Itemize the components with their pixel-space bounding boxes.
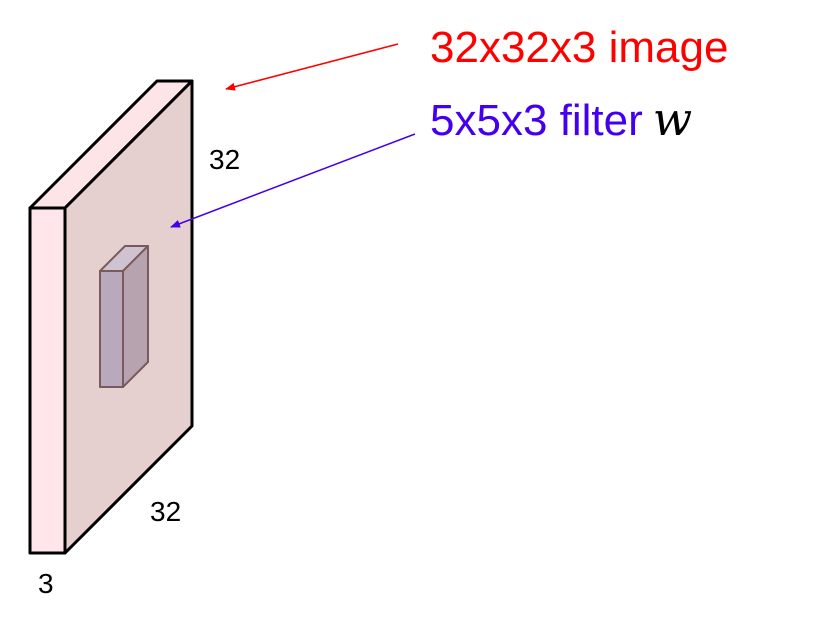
filter-block bbox=[99, 245, 149, 388]
filter-front-face bbox=[99, 270, 124, 388]
filter-weight-symbol: w bbox=[652, 92, 693, 146]
volume-front-face bbox=[28, 206, 67, 555]
width-dimension-label: 32 bbox=[150, 496, 182, 527]
image-pointer-arrow bbox=[225, 43, 399, 91]
depth-dimension-label: 3 bbox=[38, 568, 54, 599]
height-dimension-label: 32 bbox=[209, 144, 241, 175]
image-size-text: 32x32x3 image bbox=[430, 23, 729, 72]
filter-size-label: 5x5x3 filter w bbox=[430, 96, 692, 143]
image-size-label: 32x32x3 image bbox=[430, 26, 728, 70]
filter-side-face bbox=[122, 245, 149, 388]
filter-size-text: 5x5x3 filter bbox=[430, 96, 643, 145]
filter-pointer-arrow bbox=[170, 133, 416, 228]
